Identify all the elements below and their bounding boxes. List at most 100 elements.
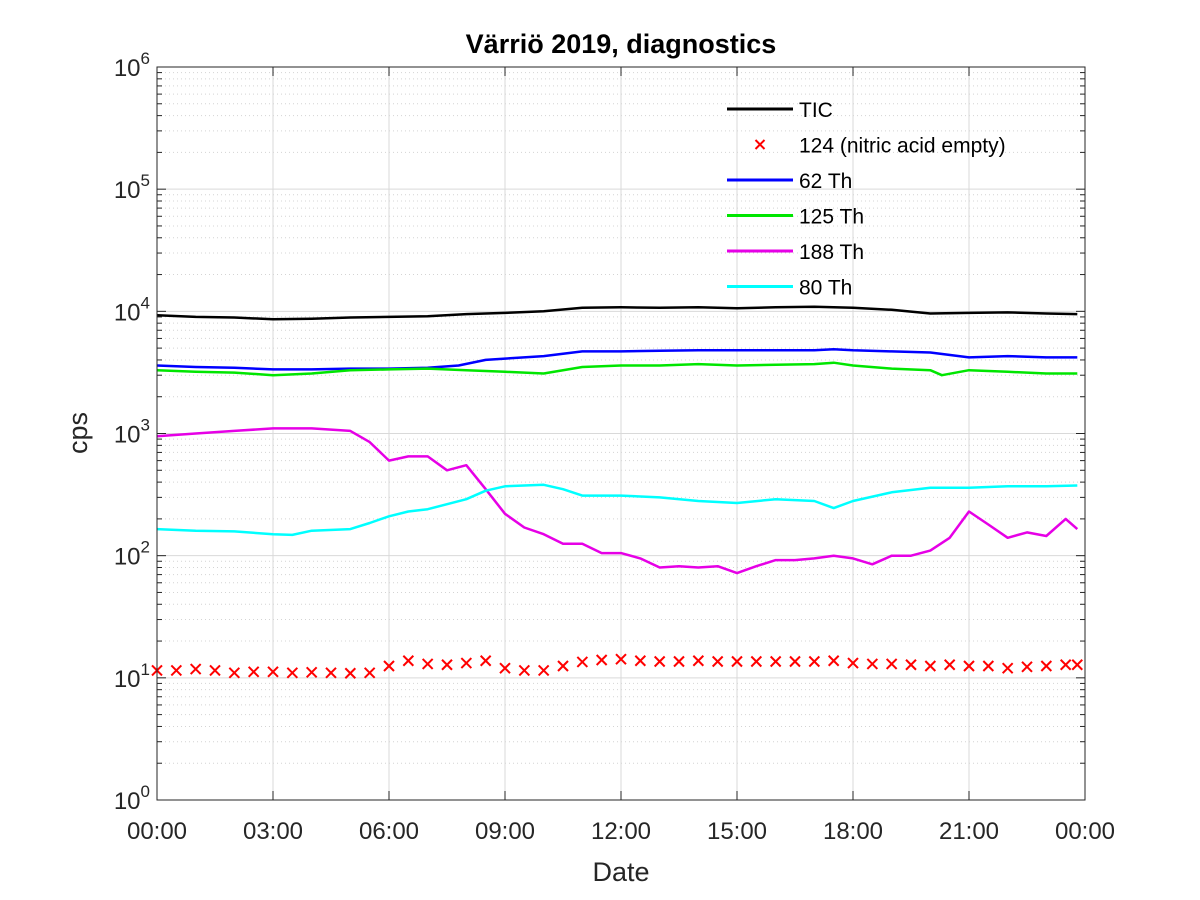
ticks xyxy=(156,66,1086,801)
data-point-marker xyxy=(228,667,241,679)
legend-item-tic: TIC xyxy=(727,99,833,122)
data-point-marker xyxy=(363,667,376,679)
data-point-marker xyxy=(383,660,395,672)
y-tick-exponent: 2 xyxy=(141,538,150,557)
data-point-marker xyxy=(595,654,608,666)
data-point-marker xyxy=(402,655,415,667)
y-tick-base: 10 xyxy=(114,544,141,571)
data-point-marker xyxy=(615,653,627,665)
y-tick-exponent: 6 xyxy=(141,49,150,68)
y-tick-label: 100 xyxy=(114,782,150,815)
data-point-marker xyxy=(344,667,357,679)
series-line xyxy=(156,427,1079,575)
data-point-marker xyxy=(1040,660,1053,672)
data-point-marker xyxy=(924,660,937,672)
legend-label: 62 Th xyxy=(799,170,852,193)
y-tick-exponent: 5 xyxy=(141,171,150,190)
data-point-marker xyxy=(1071,659,1083,671)
x-tick-label: 15:00 xyxy=(707,818,767,845)
y-tick-exponent: 3 xyxy=(141,416,150,435)
data-point-marker xyxy=(711,655,724,668)
series-62-th xyxy=(156,347,1078,371)
data-point-marker xyxy=(325,667,337,679)
data-point-marker xyxy=(905,659,917,671)
data-point-marker xyxy=(537,664,550,677)
legend-label: 125 Th xyxy=(799,206,864,229)
y-tick-exponent: 1 xyxy=(141,660,150,679)
data-point-marker xyxy=(653,655,666,668)
data-point-marker xyxy=(769,655,782,668)
x-tick-label: 12:00 xyxy=(591,818,651,845)
data-point-marker xyxy=(576,656,589,668)
series-188-th xyxy=(156,427,1079,575)
x-tick-label: 03:00 xyxy=(243,818,303,845)
data-point-marker xyxy=(963,660,975,672)
data-point-marker xyxy=(982,660,995,672)
y-tick-label: 101 xyxy=(114,660,150,693)
legend-label: TIC xyxy=(799,99,833,122)
data-point-marker xyxy=(441,659,453,671)
series-line xyxy=(156,305,1078,321)
data-point-marker xyxy=(866,658,879,670)
series-125-th xyxy=(156,361,1078,377)
data-point-marker xyxy=(808,655,821,668)
y-tick-label: 103 xyxy=(114,416,150,449)
series-line xyxy=(156,347,1078,371)
data-point-marker xyxy=(189,663,202,675)
data-point-marker xyxy=(1001,662,1014,674)
data-point-marker xyxy=(1059,659,1072,671)
data-point-marker xyxy=(305,666,318,679)
legend-label: 124 (nitric acid empty) xyxy=(799,135,1006,158)
legend-item-125-th: 125 Th xyxy=(727,206,864,229)
x-tick-label: 21:00 xyxy=(939,818,999,845)
y-tick-base: 10 xyxy=(114,666,141,693)
data-point-marker xyxy=(827,655,840,667)
legend-item-80-th: 80 Th xyxy=(727,277,852,300)
y-tick-base: 10 xyxy=(114,177,141,204)
grid xyxy=(157,67,1085,800)
data-point-marker xyxy=(692,655,705,667)
x-tick-label: 09:00 xyxy=(475,818,535,845)
y-tick-base: 10 xyxy=(114,55,141,82)
data-point-marker xyxy=(634,655,647,667)
chart-title: Värriö 2019, diagnostics xyxy=(466,29,777,59)
data-point-marker xyxy=(170,664,183,677)
y-tick-label: 102 xyxy=(114,538,150,571)
series-80-th xyxy=(156,483,1078,537)
x-tick-label: 00:00 xyxy=(127,818,187,845)
data-point-marker xyxy=(209,664,221,677)
y-tick-label: 105 xyxy=(114,171,150,204)
data-point-marker xyxy=(267,666,279,678)
y-tick-exponent: 4 xyxy=(141,293,150,312)
x-tick-label: 18:00 xyxy=(823,818,883,845)
x-tick-label: 00:00 xyxy=(1055,818,1115,845)
legend-item-62-th: 62 Th xyxy=(727,170,852,193)
data-point-marker xyxy=(499,662,511,674)
series-tic xyxy=(156,305,1078,321)
y-tick-exponent: 0 xyxy=(141,782,150,801)
y-tick-label: 106 xyxy=(114,49,150,82)
legend-label: 188 Th xyxy=(799,241,864,264)
data-point-marker xyxy=(943,659,956,671)
x-tick-label: 06:00 xyxy=(359,818,419,845)
series-124-nitric-acid-empty xyxy=(151,653,1083,679)
data-point-marker xyxy=(518,664,531,677)
y-tick-base: 10 xyxy=(114,422,141,449)
data-point-marker xyxy=(421,658,434,670)
legend: TIC 124 (nitric acid empty) 62 Th 125 Th 188… xyxy=(727,99,1006,300)
data-point-marker xyxy=(731,655,743,668)
data-point-marker xyxy=(479,655,492,667)
series-line xyxy=(156,483,1078,537)
y-axis-label: cps xyxy=(63,412,93,454)
data-point-marker xyxy=(1021,661,1033,673)
legend-item-188-th: 188 Th xyxy=(727,241,864,264)
x-axis-label: Date xyxy=(592,857,649,887)
y-tick-base: 10 xyxy=(114,788,141,815)
data-point-marker xyxy=(885,658,898,670)
data-point-marker xyxy=(750,655,763,668)
y-tick-base: 10 xyxy=(114,299,141,326)
series-line xyxy=(156,361,1078,377)
legend-label: 80 Th xyxy=(799,277,852,300)
